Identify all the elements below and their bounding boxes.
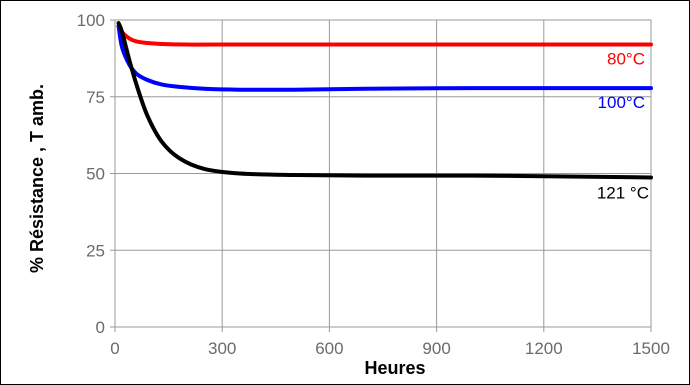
y-tick-label: 75 <box>86 88 105 107</box>
y-axis-label: % Résistance , T amb. <box>27 84 47 273</box>
x-tick-label: 900 <box>422 339 450 358</box>
series-lines <box>116 21 653 180</box>
series-label-3: 121 °C <box>597 183 649 202</box>
tick-labels: 0 300 600 900 1200 1500 0 25 50 75 100 <box>77 11 670 358</box>
x-axis-label: Heures <box>364 358 425 378</box>
series-labels: 80°C 100°C 121 °C <box>597 50 649 203</box>
series-line-1 <box>116 24 653 47</box>
series-line-2 <box>116 24 653 92</box>
y-tick-label: 50 <box>86 165 105 184</box>
series-label-1: 80°C <box>607 50 645 69</box>
x-tick-label: 600 <box>315 339 343 358</box>
y-tick-label: 0 <box>96 318 105 337</box>
x-tick-label: 1500 <box>632 339 670 358</box>
series-line-3 <box>116 21 653 180</box>
y-tick-label: 25 <box>86 241 105 260</box>
x-tick-label: 0 <box>110 339 119 358</box>
series-label-2: 100°C <box>598 93 645 112</box>
x-tick-label: 1200 <box>525 339 563 358</box>
x-tick-label: 300 <box>208 339 236 358</box>
y-tick-label: 100 <box>77 11 105 30</box>
